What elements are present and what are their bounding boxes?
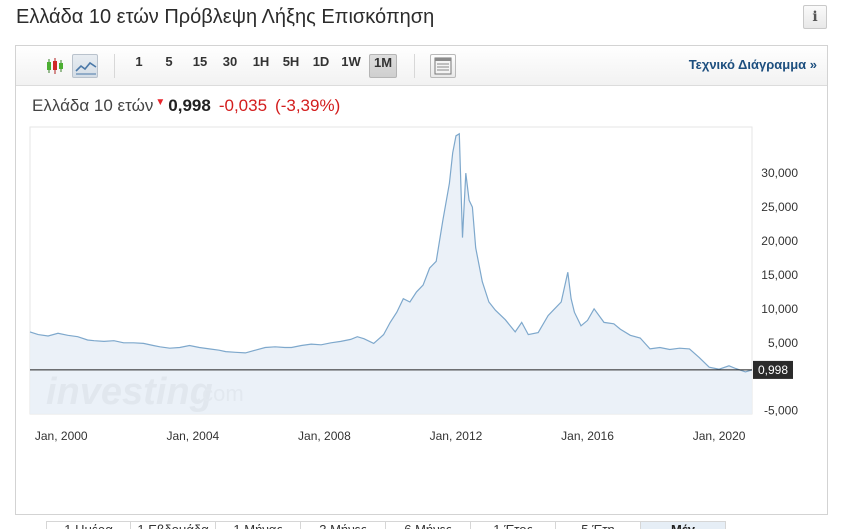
- range-max[interactable]: Μέγ: [641, 521, 726, 529]
- y-tick-label: 15,000: [761, 268, 798, 282]
- range-5-years[interactable]: 5 Έτη: [556, 521, 641, 529]
- series-line: [29, 132, 753, 373]
- x-tick-label: Jan, 2016: [561, 429, 614, 443]
- timeframe-1h[interactable]: 1H: [252, 54, 270, 69]
- range-selector: 1 Ημέρα 1 Εβδομάδα 1 Μήνας 3 Μήνες 6 Μήν…: [46, 521, 726, 529]
- instrument-name: Ελλάδα 10 ετών: [32, 96, 154, 115]
- chart-toolbar: 1 5 15 30 1H 5H 1D 1W 1M Τεχνικό Διάγραμ…: [16, 46, 827, 86]
- series-area: [30, 133, 752, 415]
- candlestick-chart-icon[interactable]: [42, 54, 68, 78]
- x-tick-label: Jan, 2020: [693, 429, 746, 443]
- y-tick-label: 5,000: [768, 336, 798, 350]
- y-tick-label: -5,000: [764, 404, 798, 418]
- price-change: -0,035: [218, 96, 268, 115]
- line-chart-icon[interactable]: [72, 54, 98, 78]
- info-icon[interactable]: i: [803, 5, 827, 29]
- quote-line: Ελλάδα 10 ετών ▼ 0,998 -0,035 (-3,39%): [32, 96, 340, 116]
- y-tick-label: 25,000: [761, 200, 798, 214]
- range-1-month[interactable]: 1 Μήνας: [216, 521, 301, 529]
- range-1-year[interactable]: 1 Έτος: [471, 521, 556, 529]
- timeframe-1m[interactable]: 1M: [369, 54, 397, 78]
- down-arrow-icon: ▼: [155, 97, 166, 108]
- timeframe-1[interactable]: 1: [135, 54, 143, 69]
- table-view-icon[interactable]: [430, 54, 456, 78]
- timeframe-1d[interactable]: 1D: [312, 54, 330, 69]
- last-price: 0,998: [168, 96, 211, 115]
- last-value-box: [753, 360, 793, 379]
- timeframe-5h[interactable]: 5H: [282, 54, 300, 69]
- timeframe-5[interactable]: 5: [165, 54, 173, 69]
- range-3-months[interactable]: 3 Μήνες: [301, 521, 386, 529]
- page-title: Ελλάδα 10 ετών Πρόβλεψη Λήξης Επισκόπηση: [16, 6, 435, 28]
- range-1-week[interactable]: 1 Εβδομάδα: [131, 521, 216, 529]
- y-tick-label: 20,000: [761, 234, 798, 248]
- timeframe-1w[interactable]: 1W: [341, 54, 361, 69]
- timeframe-30[interactable]: 30: [222, 54, 238, 69]
- price-change-percent: (-3,39%): [275, 96, 341, 115]
- y-tick-label: 10,000: [761, 302, 798, 316]
- timeframe-15[interactable]: 15: [192, 54, 208, 69]
- technical-chart-link[interactable]: Τεχνικό Διάγραμμα »: [688, 57, 817, 72]
- x-tick-label: Jan, 2004: [166, 429, 219, 443]
- toolbar-divider: [414, 54, 415, 78]
- toolbar-divider: [114, 54, 115, 78]
- range-1-day[interactable]: 1 Ημέρα: [46, 521, 131, 529]
- range-6-months[interactable]: 6 Μήνες: [386, 521, 471, 529]
- x-tick-label: Jan, 2008: [298, 429, 351, 443]
- last-value-label: 0,998: [758, 363, 788, 377]
- x-tick-label: Jan, 2000: [35, 429, 88, 443]
- x-tick-label: Jan, 2012: [430, 429, 483, 443]
- y-tick-label: 30,000: [761, 166, 798, 180]
